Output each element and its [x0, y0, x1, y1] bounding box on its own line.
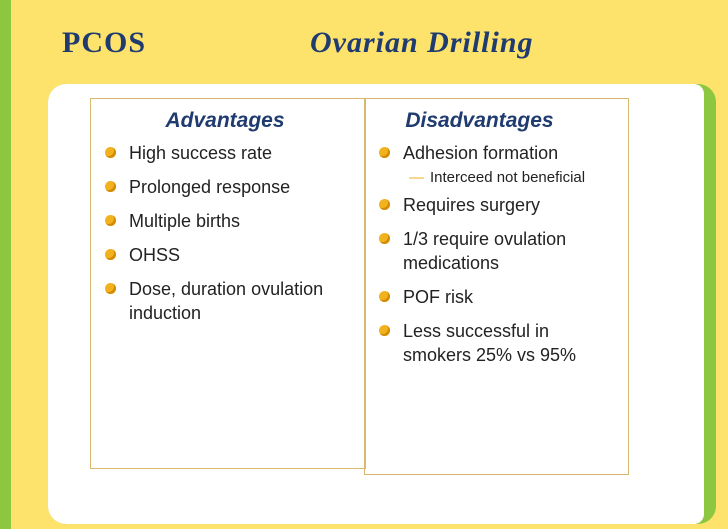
bullet-item: High success rate [97, 141, 353, 165]
panel [48, 84, 704, 524]
column-heading: Advantages [165, 109, 285, 132]
bullet-item: Prolonged response [97, 175, 353, 199]
item-text: POF risk [403, 287, 473, 307]
bullet-item: Requires surgery [371, 193, 588, 217]
bullet-item: 1/3 require ovulation medications [371, 227, 588, 275]
item-text: 1/3 require ovulation medications [403, 229, 567, 273]
item-text: Requires surgery [403, 195, 541, 215]
bullet-list: High success rate Prolonged response Multi… [97, 141, 353, 325]
advantages-box: Advantages High success rate Prolonged res… [90, 98, 366, 469]
column-body: Disadvantages Adhesion formation — Intercee… [365, 109, 628, 367]
item-text: OHSS [129, 245, 181, 265]
bullet-item: POF risk [371, 285, 588, 309]
bullet-item: OHSS [97, 243, 353, 267]
disadvantages-box: Disadvantages Adhesion formation — Intercee… [364, 98, 629, 475]
sub-item: — Interceed not beneficial [403, 167, 588, 189]
title-left: PCOS [62, 26, 147, 59]
bullet-list: Adhesion formation — Interceed not benefic… [371, 141, 588, 367]
bullet-item: Dose, duration ovulation induction [97, 277, 353, 325]
item-text: High success rate [129, 143, 273, 163]
side-stripe [0, 0, 11, 529]
column-heading: Disadvantages [405, 109, 554, 132]
item-text: Less successful in smokers 25% vs 95% [403, 321, 577, 365]
bullet-item: Less successful in smokers 25% vs 95% [371, 319, 588, 367]
item-text: Multiple births [129, 211, 241, 231]
column-body: Advantages High success rate Prolonged res… [91, 109, 365, 325]
item-text: Dose, duration ovulation induction [129, 279, 324, 323]
bullet-item: Multiple births [97, 209, 353, 233]
item-text: Prolonged response [129, 177, 291, 197]
sub-text: Interceed not beneficial [430, 169, 586, 186]
sub-dash: — [409, 169, 424, 186]
title-right: Ovarian Drilling [310, 26, 534, 59]
bullet-item: Adhesion formation — Interceed not benefic… [371, 141, 588, 189]
item-text: Adhesion formation [403, 143, 559, 163]
